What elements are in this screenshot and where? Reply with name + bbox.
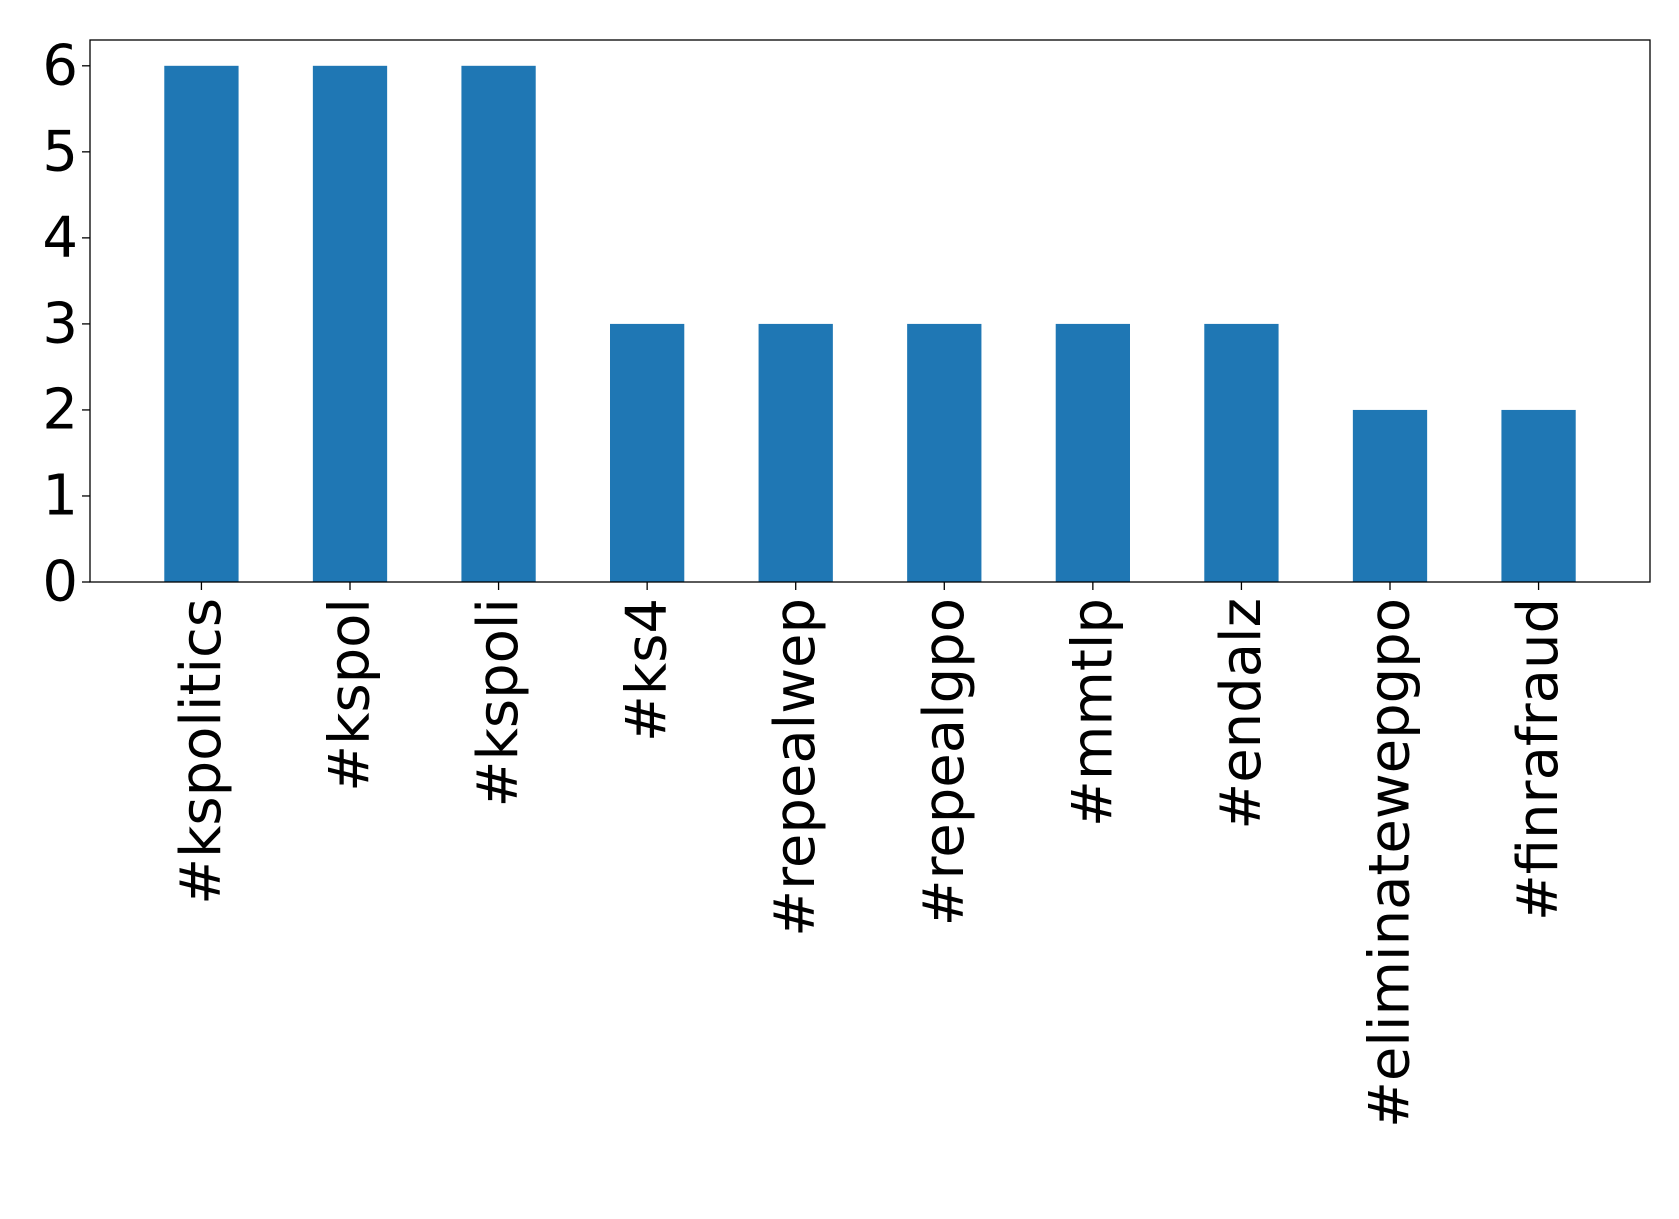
bar	[164, 65, 239, 583]
bar	[1352, 409, 1428, 582]
bar	[312, 65, 388, 583]
x-axis: #kspolitics #kspol #kspoli #ks4 #repealwep #r…	[169, 582, 1571, 1128]
y-tick-label: 4	[42, 205, 78, 270]
y-tick-label: 5	[42, 119, 78, 184]
bar	[1204, 323, 1279, 582]
plot-area-frame	[89, 39, 1651, 583]
x-tick-label: #repealgpo	[912, 598, 977, 926]
y-tick-label: 1	[42, 463, 78, 528]
y-axis: 0 1 2 3 4 5 6	[42, 33, 90, 615]
y-tick-label: 6	[42, 33, 78, 98]
x-tick-label: #kspoli	[466, 598, 531, 807]
x-tick-label: #kspol	[318, 598, 383, 792]
x-tick-label: #eliminatewepgpo	[1358, 598, 1423, 1128]
bar	[907, 323, 982, 582]
x-tick-label: #mmtlp	[1060, 598, 1125, 827]
y-tick-label: 0	[42, 550, 78, 615]
y-tick-label: 2	[42, 377, 78, 442]
x-tick-label: #endalz	[1209, 598, 1274, 830]
bar	[1501, 409, 1576, 582]
y-tick-label: 3	[42, 291, 78, 356]
x-tick-label: #kspolitics	[169, 598, 234, 905]
bar	[610, 323, 685, 582]
bar	[461, 65, 536, 583]
bar	[1055, 323, 1130, 582]
x-tick-label: #ks4	[615, 598, 680, 742]
bars-group	[164, 65, 1576, 583]
x-tick-label: #repealwep	[763, 598, 828, 937]
bar	[758, 323, 833, 582]
x-tick-label: #finrafraud	[1506, 598, 1571, 921]
